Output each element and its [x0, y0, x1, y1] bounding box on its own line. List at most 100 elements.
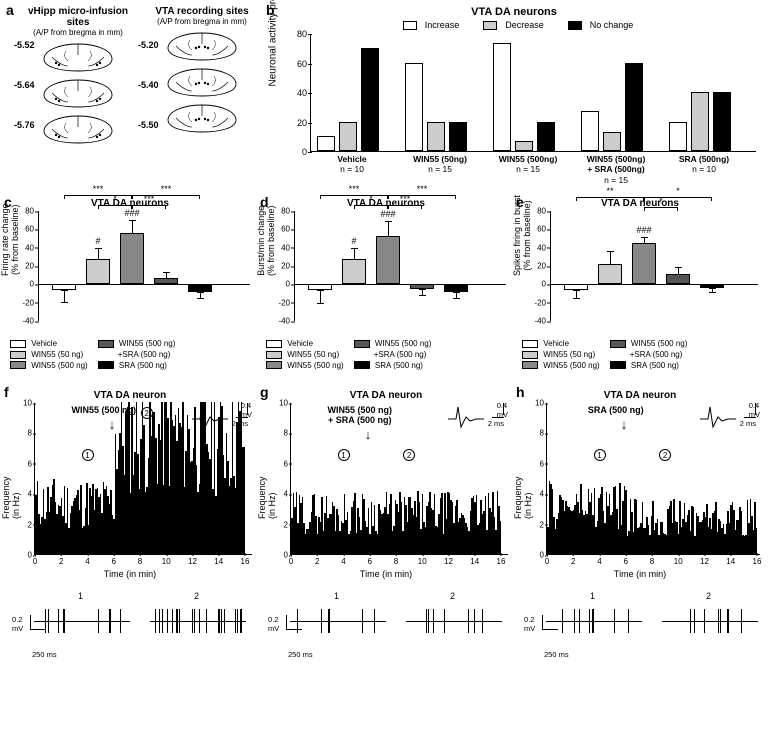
fc-ytick: 0 — [275, 551, 288, 560]
waveform-inset: 0.4mV 2 ms — [190, 403, 248, 437]
sc-ytick: -20 — [272, 298, 290, 307]
fc-xtick: 6 — [112, 557, 116, 566]
sc-errorbar — [456, 292, 457, 299]
sc-ytick: -40 — [16, 317, 34, 326]
legend-item: SRA (500 ng) — [98, 361, 176, 372]
b-xlabel: WIN55 (50ng)n = 15 — [405, 151, 475, 174]
brain-coord: -5.20 — [138, 40, 159, 50]
fc-xtick: 16 — [241, 557, 250, 566]
sc-sig: *** — [132, 184, 200, 194]
sc-errorbar — [388, 221, 389, 236]
fc-xlabel: Time (in min) — [4, 569, 256, 579]
fc-title: VTA DA neuron — [4, 390, 256, 401]
sc-bar — [188, 284, 212, 291]
sc-chart: -40-20020406080Burst/min change(% from b… — [294, 211, 506, 321]
sc-errorbar — [678, 267, 679, 274]
b-ytick: 80 — [287, 29, 307, 39]
b-xlabel: SRA (500ng)n = 10 — [669, 151, 739, 174]
vta-title: VTA recording sites — [142, 6, 262, 17]
b-bar — [427, 122, 445, 152]
spike-seg-label: 2 — [194, 591, 199, 601]
brain-section — [162, 30, 242, 62]
panel-a: vHipp micro-infusion sites (A/P from bre… — [8, 6, 260, 158]
sc-sig: # — [86, 236, 110, 246]
sc-sig: ### — [632, 225, 656, 235]
fc-ytick: 2 — [531, 520, 544, 529]
spike-segment: 2 — [662, 603, 758, 639]
timepoint-marker: 1 — [82, 449, 94, 461]
sc-errorbar — [422, 289, 423, 296]
fc-chart: 02468100246810121416Frequency(in Hz)SRA … — [546, 403, 760, 555]
legend-item: Vehicle — [10, 339, 88, 350]
spike-segment: 1 — [546, 603, 642, 639]
vhipp-col: vHipp micro-infusion sites (A/P from bre… — [18, 6, 138, 149]
panel-g: VTA DA neuron02468100246810121416Frequen… — [260, 390, 512, 740]
legend-item: Vehicle — [522, 339, 600, 350]
sc-errorbar — [576, 290, 577, 299]
sc-ylabel: Firing rate change(% from baseline) — [0, 203, 20, 276]
timepoint-marker: 2 — [141, 407, 153, 419]
sc-bar — [444, 284, 468, 291]
brain-coord: -5.40 — [138, 80, 159, 90]
b-bar — [405, 63, 423, 152]
spike-segment: 2 — [406, 603, 502, 639]
panel-d: VTA DA neurons-40-20020406080Burst/min c… — [260, 198, 512, 374]
fc-xtick: 2 — [59, 557, 63, 566]
sc-sig: *** — [388, 184, 456, 194]
fc-xtick: 8 — [650, 557, 654, 566]
legend-item: WIN55 (50 ng) — [10, 350, 88, 361]
fc-xlabel: Time (in min) — [260, 569, 512, 579]
fc-ylabel: Frequency(in Hz) — [513, 476, 533, 519]
fc-ytick: 8 — [19, 429, 32, 438]
sc-errorbar — [712, 288, 713, 293]
panel-e: VTA DA neurons-40-20020406080Spikes firi… — [516, 198, 764, 374]
b-bar — [515, 141, 533, 151]
sc-ytick: -20 — [16, 298, 34, 307]
sc-bracket — [644, 207, 678, 208]
spike-segment: 2 — [150, 603, 246, 639]
brain-coord: -5.76 — [14, 120, 35, 130]
fc-xlabel: Time (in min) — [516, 569, 764, 579]
sc-chart: -40-20020406080Firing rate change(% from… — [38, 211, 250, 321]
brain-stack-left — [18, 41, 138, 145]
b-title: VTA DA neurons — [266, 6, 762, 18]
fc-xtick: 4 — [341, 557, 345, 566]
sc-sig: ** — [576, 186, 644, 196]
fc-chart: 02468100246810121416Frequency(in Hz)WIN5… — [34, 403, 252, 555]
sc-bar — [120, 233, 144, 284]
sc-bar — [666, 274, 690, 284]
fc-xtick: 16 — [753, 557, 762, 566]
fc-ytick: 6 — [19, 459, 32, 468]
fc-ytick: 6 — [531, 459, 544, 468]
legend-item: Increase — [395, 20, 460, 30]
sc-ylabel: Spikes firing in burst(% from baseline) — [512, 195, 532, 276]
legend-item: No change — [560, 20, 634, 30]
brain-coord: -5.52 — [14, 40, 35, 50]
sc-ytick: 0 — [528, 280, 546, 289]
fc-xtick: 16 — [497, 557, 506, 566]
fc-ytick: 10 — [531, 399, 544, 408]
b-xlabel: Vehiclen = 10 — [317, 151, 387, 174]
fc-ytick: 2 — [275, 520, 288, 529]
spike-seg-label: 1 — [334, 591, 339, 601]
fc-title: VTA DA neuron — [260, 390, 512, 401]
scale-v-label: 0.2mV — [524, 615, 535, 633]
sc-bracket — [98, 205, 132, 206]
fc-xtick: 4 — [597, 557, 601, 566]
sc-sig: # — [342, 236, 366, 246]
spike-traces: 120.2mV250 ms — [34, 603, 256, 645]
brain-section — [38, 41, 118, 73]
legend-item: WIN55 (50 ng) — [522, 350, 600, 361]
sc-legend: Vehicle WIN55 (50 ng) WIN55 (500 ng) WIN… — [266, 339, 512, 371]
sc-bar — [86, 259, 110, 285]
sc-ytick: -20 — [528, 298, 546, 307]
sc-ytick: -40 — [528, 317, 546, 326]
sc-bracket — [132, 195, 200, 196]
scale-h-label: 250 ms — [32, 650, 57, 659]
b-bar — [449, 122, 467, 152]
legend-item: SRA (500 ng) — [354, 361, 432, 372]
b-bar — [537, 122, 555, 152]
sc-bar — [598, 264, 622, 284]
fc-drug-label: WIN55 (500 ng)+ SRA (500 ng) — [310, 405, 410, 425]
sc-errorbar — [64, 290, 65, 303]
